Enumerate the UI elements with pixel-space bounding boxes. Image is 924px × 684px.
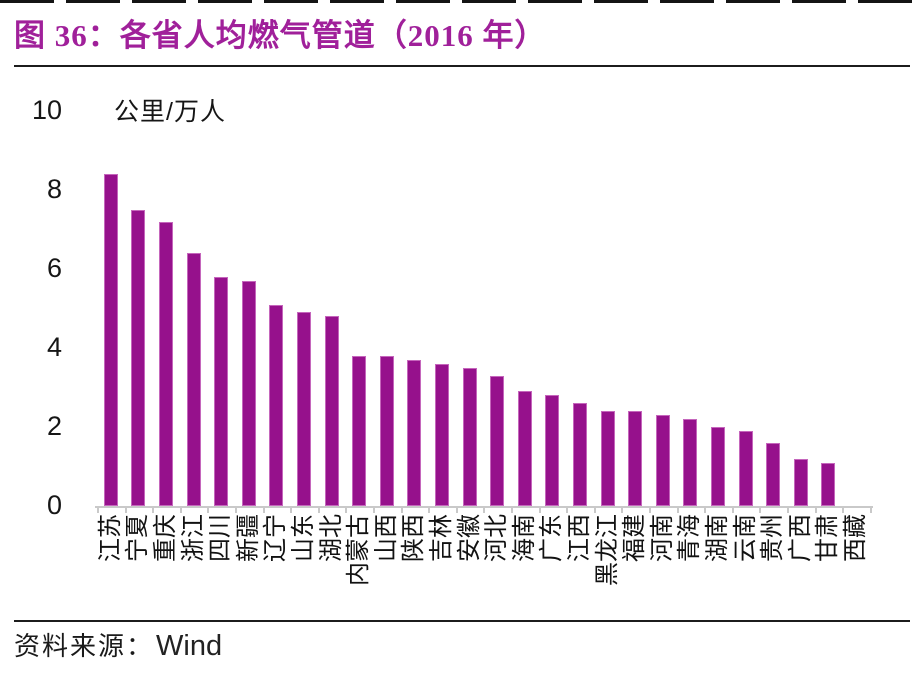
x-axis-tick	[455, 506, 458, 513]
bar-陕西	[407, 359, 422, 506]
bar-吉林	[435, 363, 449, 506]
bar-湖北	[324, 316, 339, 506]
title-divider	[14, 65, 910, 67]
x-axis-tick	[400, 506, 403, 513]
x-label-吉林: 吉林	[429, 514, 455, 562]
y-tick-label: 8	[46, 174, 62, 204]
bar-江苏	[103, 174, 118, 506]
bar-黑龙江	[600, 411, 615, 506]
x-label-西藏: 西藏	[843, 514, 869, 562]
y-axis-unit-label: 公里/万人	[114, 98, 226, 126]
x-axis-tick	[511, 506, 513, 513]
x-axis-tick	[124, 506, 127, 513]
x-axis-tick	[814, 506, 817, 513]
x-axis-tick	[262, 506, 265, 513]
bar-福建	[628, 411, 643, 506]
bar-四川	[214, 276, 229, 506]
bar-新疆	[241, 280, 256, 506]
bar-云南	[738, 430, 753, 506]
y-tick-label: 4	[46, 332, 62, 362]
bar-湖南	[711, 427, 725, 506]
bar-海南	[517, 391, 532, 506]
x-axis-tick	[842, 506, 845, 513]
bar-山东	[297, 312, 311, 506]
top-crop-artifact	[0, 0, 924, 3]
x-axis-tick	[207, 506, 210, 513]
x-axis-tick	[290, 506, 293, 513]
x-label-贵州: 贵州	[760, 514, 787, 562]
x-label-辽宁: 辽宁	[263, 514, 290, 562]
bar-浙江	[186, 253, 201, 506]
x-axis-tick	[97, 506, 99, 513]
x-label-海南: 海南	[511, 514, 538, 562]
x-axis-tick	[538, 506, 541, 513]
bar-广西	[793, 458, 808, 506]
bar-山西	[379, 355, 394, 506]
x-axis-tick	[731, 506, 734, 513]
x-axis-tick	[428, 506, 431, 513]
y-tick-label: 2	[46, 411, 62, 441]
bar-广东	[545, 395, 560, 506]
x-label-陕西: 陕西	[401, 514, 428, 562]
x-axis-tick	[787, 506, 789, 513]
x-label-青海: 青海	[677, 514, 704, 562]
x-axis-tick	[235, 506, 237, 513]
bar-安徽	[462, 367, 477, 506]
x-label-山东: 山东	[291, 514, 317, 562]
x-axis-tick	[373, 506, 375, 513]
x-axis-tick	[759, 506, 762, 513]
x-label-云南: 云南	[732, 514, 759, 562]
x-label-江苏: 江苏	[97, 514, 124, 562]
bar-青海	[683, 419, 698, 506]
bar-甘肃	[821, 462, 836, 506]
x-label-江西: 江西	[567, 514, 593, 562]
x-label-浙江: 浙江	[180, 514, 207, 562]
x-axis-tick	[152, 506, 155, 513]
x-label-安徽: 安徽	[456, 514, 483, 562]
x-label-湖南: 湖南	[705, 514, 731, 562]
bar-江西	[573, 403, 587, 506]
x-axis-tick	[483, 506, 486, 513]
x-axis-tick	[179, 506, 182, 513]
bar-河南	[655, 415, 670, 506]
source-note: 资料来源： Wind	[14, 626, 222, 663]
x-label-甘肃: 甘肃	[815, 514, 842, 562]
footer-divider	[14, 620, 910, 622]
x-label-河北: 河北	[484, 514, 511, 562]
x-label-四川: 四川	[208, 514, 235, 562]
x-axis-category-labels: 江苏 宁夏 重庆 浙江 四川 新疆 辽宁 山东 湖北 内蒙古 山西 陕西 吉林 安徽 河北 海南 广东 江西 黑龙江…	[97, 514, 877, 614]
x-axis-tick	[676, 506, 679, 513]
bar-重庆	[159, 221, 173, 506]
y-tick-label: 0	[46, 490, 62, 520]
x-label-广东: 广东	[539, 514, 566, 562]
x-label-宁夏: 宁夏	[125, 514, 152, 562]
x-label-河南: 河南	[649, 514, 676, 562]
x-axis-tick	[649, 506, 651, 513]
x-axis-tick	[869, 506, 872, 513]
figure-title: 图 36：各省人均燃气管道（2016 年）	[14, 18, 547, 53]
x-axis-tick	[345, 506, 348, 513]
source-prefix: 资料来源：	[14, 632, 155, 661]
x-label-广西: 广西	[787, 514, 814, 562]
y-tick-label: 10	[31, 95, 62, 125]
x-axis-tick	[704, 506, 707, 513]
bar-宁夏	[131, 209, 146, 506]
bar-辽宁	[269, 304, 284, 506]
x-label-山西: 山西	[373, 514, 400, 562]
source-name: Wind	[156, 630, 223, 662]
y-tick-label: 6	[46, 253, 62, 283]
x-label-新疆: 新疆	[235, 514, 262, 562]
x-axis-tick	[566, 506, 569, 513]
x-label-黑龙江: 黑龙江	[594, 514, 621, 586]
x-label-重庆: 重庆	[153, 514, 179, 562]
x-label-内蒙古: 内蒙古	[346, 514, 373, 586]
bar-贵州	[766, 442, 781, 506]
x-axis-tick	[593, 506, 596, 513]
bar-河北	[490, 375, 505, 506]
x-label-湖北: 湖北	[318, 514, 345, 562]
bar-内蒙古	[352, 355, 367, 506]
x-label-福建: 福建	[622, 514, 649, 562]
x-axis-tick	[621, 506, 624, 513]
x-axis-tick	[317, 506, 320, 513]
